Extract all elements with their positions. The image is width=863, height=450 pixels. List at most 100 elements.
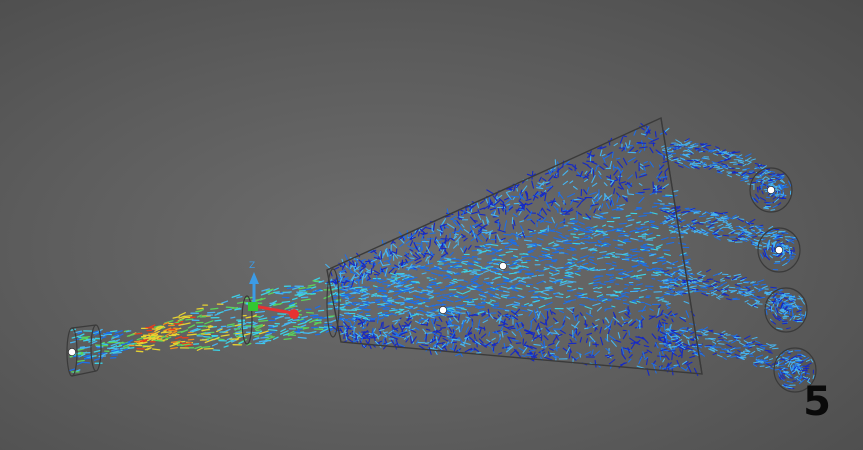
flow-vector bbox=[621, 147, 626, 152]
flow-vector bbox=[668, 226, 673, 228]
probe-point-inlet[interactable] bbox=[68, 348, 76, 356]
flow-vector bbox=[498, 197, 505, 204]
flow-vector bbox=[466, 286, 475, 290]
flow-vector bbox=[591, 349, 594, 356]
flow-vector bbox=[123, 329, 130, 333]
flow-vector bbox=[778, 376, 782, 380]
flow-vector bbox=[417, 302, 426, 305]
flow-vector bbox=[298, 287, 306, 290]
flow-vector bbox=[523, 302, 530, 306]
flow-vector bbox=[539, 230, 545, 232]
flow-vector bbox=[408, 321, 412, 326]
flow-vector bbox=[315, 333, 321, 336]
probe-point-outlet-2[interactable] bbox=[775, 246, 783, 254]
probe-point-outlet-1[interactable] bbox=[767, 186, 775, 194]
flow-vector bbox=[565, 347, 571, 354]
flow-vector bbox=[389, 335, 399, 340]
flow-vector bbox=[436, 281, 442, 285]
flow-vector bbox=[500, 286, 508, 289]
flow-vector bbox=[735, 287, 741, 290]
flow-vector bbox=[377, 303, 385, 306]
flow-vector bbox=[481, 233, 487, 240]
flow-vector bbox=[666, 306, 671, 310]
flow-vector bbox=[748, 291, 756, 294]
flow-vector bbox=[664, 286, 670, 289]
flow-vector bbox=[529, 218, 536, 225]
flow-vector bbox=[760, 183, 763, 189]
flow-vector bbox=[515, 265, 522, 268]
flow-vector bbox=[752, 283, 759, 286]
flow-vector bbox=[478, 326, 486, 330]
flow-vector bbox=[710, 212, 718, 215]
flow-vector bbox=[638, 296, 644, 298]
flow-vector bbox=[709, 226, 715, 229]
flow-vector bbox=[361, 290, 367, 293]
axis-gizmo[interactable]: Z bbox=[248, 261, 299, 319]
flow-vector bbox=[727, 239, 732, 241]
flow-vector bbox=[775, 188, 781, 192]
flow-vector bbox=[476, 201, 480, 209]
flow-vector bbox=[419, 307, 424, 310]
flow-vector bbox=[125, 330, 132, 333]
flow-vector bbox=[485, 216, 490, 223]
flow-vector bbox=[691, 221, 696, 224]
flow-vector bbox=[617, 322, 623, 327]
flow-vector bbox=[244, 296, 255, 300]
flow-vector bbox=[635, 192, 644, 195]
flow-vector bbox=[457, 210, 460, 220]
flow-vector bbox=[701, 275, 706, 278]
flow-vector bbox=[727, 216, 734, 220]
flow-vector bbox=[792, 365, 796, 370]
flow-vector bbox=[701, 145, 706, 148]
flow-vector bbox=[578, 233, 586, 236]
flow-vector bbox=[763, 248, 767, 256]
flow-vector bbox=[708, 229, 714, 232]
flow-vector bbox=[539, 296, 548, 299]
flow-vector bbox=[685, 153, 691, 157]
flow-vector bbox=[230, 316, 236, 319]
gizmo-x-handle[interactable] bbox=[289, 309, 299, 319]
flow-vector bbox=[444, 283, 453, 288]
flow-vector bbox=[506, 203, 511, 206]
flow-vector bbox=[774, 198, 780, 203]
flow-vector bbox=[702, 146, 709, 151]
flow-vector bbox=[591, 182, 598, 187]
flow-vector bbox=[758, 288, 765, 292]
flow-vector bbox=[421, 252, 426, 257]
probe-point-cone-lower[interactable] bbox=[439, 306, 447, 314]
flow-vector bbox=[555, 230, 562, 235]
probe-point-cone-center[interactable] bbox=[499, 262, 507, 270]
flow-vector bbox=[694, 164, 701, 167]
flow-vector bbox=[674, 228, 679, 231]
flow-vector bbox=[478, 294, 487, 298]
flow-vector bbox=[501, 346, 510, 349]
flow-vector bbox=[649, 220, 655, 223]
flow-vector bbox=[545, 301, 553, 306]
flow-vector bbox=[337, 280, 346, 284]
flow-vector bbox=[737, 350, 741, 353]
flow-vector bbox=[584, 297, 592, 300]
flow-vector bbox=[575, 314, 579, 318]
flow-vector bbox=[730, 290, 736, 294]
flow-vector bbox=[677, 291, 683, 296]
flow-vector bbox=[641, 315, 646, 320]
flow-vector bbox=[398, 261, 405, 265]
flow-vector bbox=[657, 325, 661, 332]
flow-vector bbox=[429, 276, 436, 281]
flow-vector bbox=[654, 131, 657, 138]
flow-vector bbox=[150, 330, 160, 337]
flow-vector bbox=[520, 225, 525, 233]
flow-vector bbox=[558, 191, 561, 197]
flow-vector bbox=[535, 269, 540, 272]
flow-vector bbox=[538, 255, 547, 259]
flow-vector bbox=[738, 171, 743, 174]
flow-vector bbox=[712, 341, 717, 345]
flow-vector bbox=[628, 330, 630, 336]
flow-vector bbox=[750, 281, 754, 284]
flow-vector bbox=[779, 310, 785, 313]
flow-vector bbox=[500, 295, 508, 299]
flow-vector bbox=[430, 267, 440, 270]
flow-vector bbox=[736, 228, 744, 231]
